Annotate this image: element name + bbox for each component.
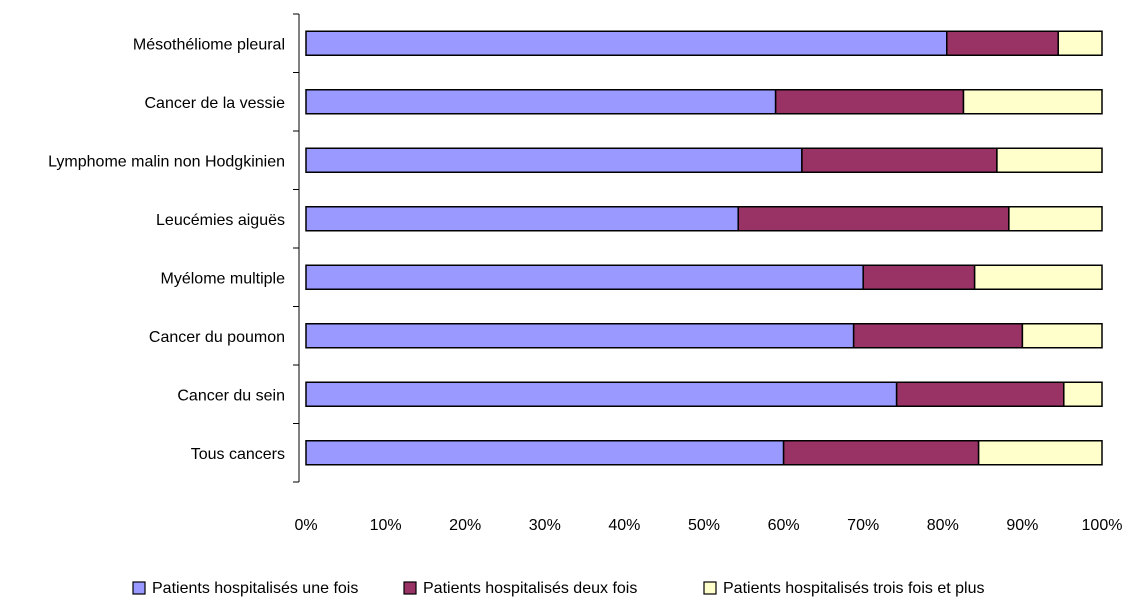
bar-segment-2-5: [1021, 323, 1103, 349]
x-tick-label: 0%: [294, 517, 317, 534]
bar-segment-1-2: [801, 147, 998, 173]
legend: Patients hospitalisés une fois Patients h…: [132, 580, 984, 597]
bar-segment-2-1: [962, 89, 1103, 115]
bar-segment-1-0: [946, 30, 1059, 56]
legend-swatch: [703, 581, 717, 595]
legend-label: Patients hospitalisés une fois: [152, 580, 358, 597]
axes-group: [293, 13, 300, 483]
bar-segment-0-2: [305, 147, 803, 173]
x-tick-label: 30%: [529, 517, 561, 534]
category-labels-group: Mésothéliome pleural Cancer de la vessie L…: [48, 36, 285, 463]
legend-swatch: [403, 581, 417, 595]
category-label: Lymphome malin non Hodgkinien: [48, 153, 285, 170]
bars-group: [305, 30, 1103, 466]
bar-segment-0-7: [305, 440, 785, 466]
bar-segment-1-3: [737, 206, 1010, 232]
x-tick-label: 70%: [847, 517, 879, 534]
bar-segment-2-7: [977, 440, 1103, 466]
category-label: Mésothéliome pleural: [133, 36, 285, 53]
bar-segment-1-7: [782, 440, 980, 466]
bar-segment-0-5: [305, 323, 855, 349]
bar-segment-0-3: [305, 206, 739, 232]
category-label: Myélome multiple: [161, 270, 286, 287]
x-tick-label: 90%: [1006, 517, 1038, 534]
bar-segment-2-2: [996, 147, 1103, 173]
category-label: Leucémies aiguës: [156, 212, 285, 229]
bar-segment-2-3: [1008, 206, 1103, 232]
x-tick-label: 80%: [927, 517, 959, 534]
category-label: Cancer de la vessie: [144, 95, 285, 112]
x-tick-label: 10%: [370, 517, 402, 534]
bar-segment-1-5: [852, 323, 1024, 349]
bar-segment-1-1: [774, 89, 965, 115]
bar-segment-2-6: [1063, 381, 1103, 407]
x-tick-label: 40%: [608, 517, 640, 534]
bar-segment-0-6: [305, 381, 898, 407]
bar-segment-0-0: [305, 30, 948, 56]
x-tick-label: 20%: [449, 517, 481, 534]
bar-segment-2-4: [973, 264, 1103, 290]
x-tick-labels-group: 0% 10% 20% 30% 40% 50% 60% 70% 80% 90% 100%: [294, 517, 1122, 534]
legend-swatch: [132, 581, 146, 595]
x-tick-label: 60%: [768, 517, 800, 534]
x-tick-label: 100%: [1082, 517, 1123, 534]
category-label: Tous cancers: [191, 446, 285, 463]
category-label: Cancer du sein: [177, 387, 285, 404]
bar-segment-1-4: [862, 264, 976, 290]
category-label: Cancer du poumon: [149, 329, 285, 346]
bar-segment-0-4: [305, 264, 864, 290]
bar-segment-1-6: [895, 381, 1065, 407]
legend-label: Patients hospitalisés trois fois et plus: [723, 580, 984, 597]
bar-segment-2-0: [1057, 30, 1103, 56]
bar-segment-0-1: [305, 89, 777, 115]
x-tick-label: 50%: [688, 517, 720, 534]
legend-label: Patients hospitalisés deux fois: [423, 580, 637, 597]
